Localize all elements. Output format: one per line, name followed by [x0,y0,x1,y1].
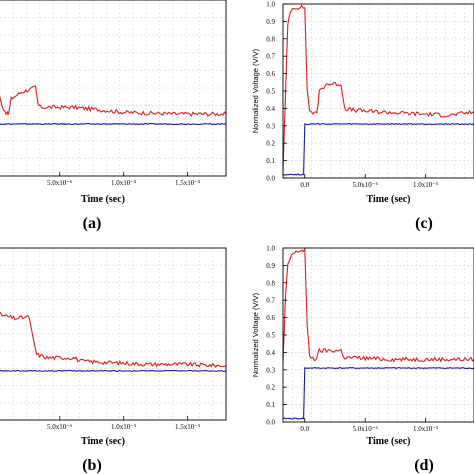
panel-label: (b) [82,457,102,474]
y-tick-label: 0.5 [266,332,275,340]
y-tick-label: 0.1 [266,157,275,165]
x-tick-label: 1.0x10⁻⁵ [111,179,137,187]
series-line-blue [0,122,227,126]
x-tick-label: 1.5x10⁻⁵ [175,423,201,431]
x-axis-label: Time (sec) [367,194,411,205]
series-line-blue [282,366,474,420]
series-line-red [0,311,227,369]
series-line-blue [0,369,227,372]
y-axis-label: Normalized Voltage (V/V) [251,48,260,133]
y-tick-label: 0.8 [266,279,275,287]
series-line-red [282,4,474,171]
x-tick-label: 5.0x10⁻⁶ [47,423,73,431]
chart-panel-2: 5.0x10⁻⁶ 1.0x10⁻⁵ 1.5x10⁻⁵ Time (sec) (b) [0,247,227,474]
x-axis-label: Time (sec) [81,194,125,205]
x-axis-label: Time (sec) [367,436,411,447]
y-tick-label: 0.4 [266,105,275,113]
y-tick-label: 1.0 [266,245,275,253]
series-line-blue [282,122,474,176]
y-tick-label: 0.9 [266,262,275,270]
y-tick-label: 0.1 [266,401,275,409]
plot-frame [0,247,227,421]
series-line-red [282,247,474,363]
plot-frame [0,0,227,177]
panel-label: (c) [415,215,433,232]
chart-panel-1: 0.0 5.0x10⁻⁶ 1.0x10⁻⁵ 0.0 0.1 0.2 0.3 0.4 0.5 0.6… [251,1,474,232]
y-tick-label: 0.6 [266,314,275,322]
y-tick-label: 0.8 [266,35,275,43]
y-tick-label: 0.3 [266,122,275,130]
y-tick-label: 0.2 [266,140,275,148]
y-tick-label: 0.6 [266,70,275,78]
y-tick-label: 0.5 [266,88,275,96]
y-tick-label: 0.7 [266,297,275,305]
series-line-red [0,85,227,117]
y-tick-label: 1.0 [266,1,275,9]
x-tick-label: 1.5x10⁻⁵ [175,179,201,187]
x-tick-label: 1.0x10⁻⁵ [111,423,137,431]
chart-panel-0: 5.0x10⁻⁶ 1.0x10⁻⁵ 1.5x10⁻⁵ Time (sec) (a) [0,0,227,232]
x-tick-label: 1.0x10⁻⁵ [413,181,439,189]
y-tick-label: 0.4 [266,349,275,357]
panel-label: (a) [83,215,102,232]
y-axis-label: Normalized Voltage (V/V) [251,292,260,377]
y-tick-label: 0.0 [266,419,275,427]
y-tick-label: 0.3 [266,366,275,374]
x-tick-label: 0.0 [300,425,309,433]
y-tick-label: 0.7 [266,53,275,61]
panel-label: (d) [414,457,434,474]
x-tick-label: 5.0x10⁻⁶ [353,181,379,189]
x-tick-label: 5.0x10⁻⁶ [47,179,73,187]
y-tick-label: 0.9 [266,18,275,26]
chart-panel-3: 0.0 5.0x10⁻⁶ 1.0x10⁻⁵ 0.0 0.1 0.2 0.3 0.4 0.5 0.6… [251,245,474,474]
y-tick-label: 0.0 [266,175,275,183]
x-tick-label: 0.0 [300,181,309,189]
x-tick-label: 1.0x10⁻⁵ [413,425,439,433]
y-tick-label: 0.2 [266,384,275,392]
x-tick-label: 5.0x10⁻⁶ [353,425,379,433]
x-axis-label: Time (sec) [81,436,125,447]
